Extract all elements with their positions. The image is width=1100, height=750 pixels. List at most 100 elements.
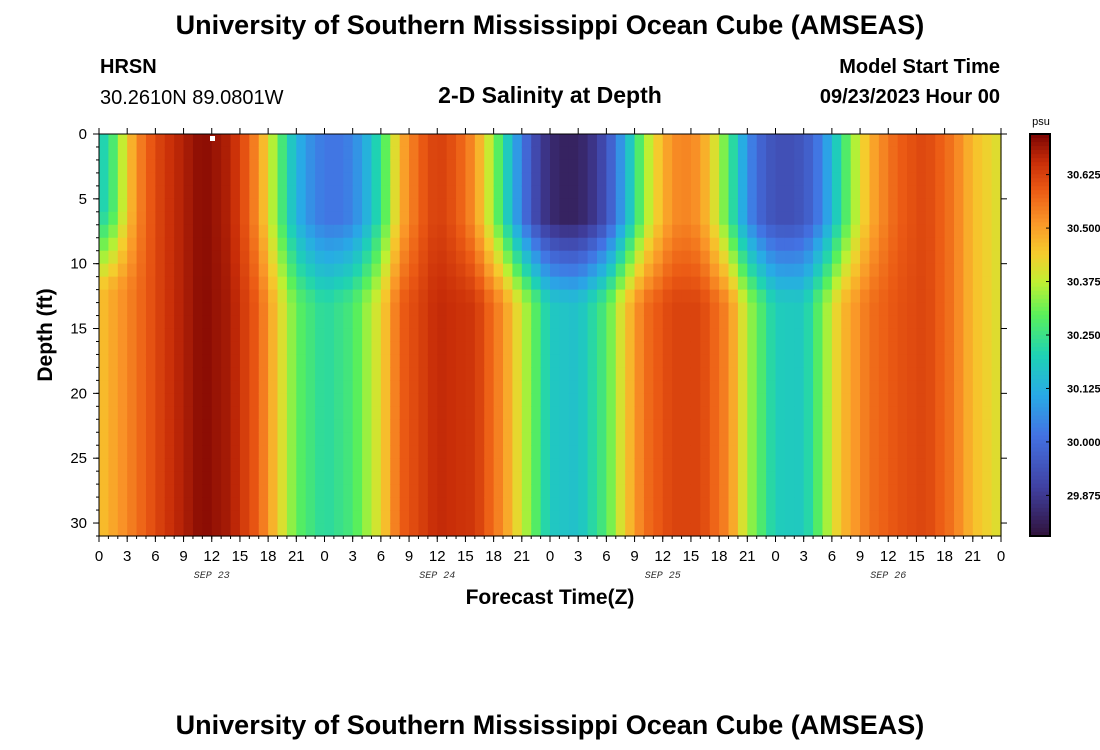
heatmap-cell (907, 302, 918, 317)
heatmap-cell (221, 419, 232, 433)
heatmap-cell (474, 497, 485, 511)
heatmap-cell (343, 367, 354, 381)
heatmap-cell (888, 380, 899, 394)
heatmap-cell (606, 432, 617, 446)
heatmap-cell (512, 185, 523, 200)
heatmap-cell (117, 198, 128, 213)
heatmap-cell (409, 380, 420, 394)
heatmap-cell (409, 419, 420, 433)
heatmap-cell (784, 250, 795, 265)
heatmap-cell (860, 198, 871, 213)
heatmap-cell (841, 367, 852, 381)
heatmap-cell (239, 341, 250, 356)
colorbar-segment (1030, 330, 1050, 336)
heatmap-cell (737, 250, 748, 265)
heatmap-cell (145, 134, 156, 148)
heatmap-cell (991, 185, 1002, 200)
x-tick-label: 9 (856, 548, 864, 565)
heatmap-cell (427, 354, 438, 369)
heatmap-cell (935, 198, 946, 213)
heatmap-cell (474, 276, 485, 291)
heatmap-cell (756, 445, 767, 459)
heatmap-cell (925, 484, 936, 498)
heatmap-cell (540, 380, 551, 394)
heatmap-cell (211, 419, 222, 433)
heatmap-cell (390, 134, 401, 148)
heatmap-cell (484, 250, 495, 265)
heatmap-cell (380, 380, 391, 394)
heatmap-cell (878, 406, 889, 420)
heatmap-cell (268, 198, 279, 213)
heatmap-cell (813, 484, 824, 498)
heatmap-cell (315, 406, 326, 420)
heatmap-cell (230, 328, 241, 343)
heatmap-cell (794, 159, 805, 174)
x-tick-label: 3 (574, 548, 582, 565)
heatmap-cell (963, 263, 974, 278)
heatmap-cell (869, 354, 880, 369)
heatmap-cell (587, 289, 598, 304)
heatmap-cell (446, 445, 457, 459)
heatmap-cell (578, 484, 589, 498)
heatmap-cell (531, 134, 542, 148)
heatmap-cell (418, 134, 429, 148)
heatmap-cell (540, 406, 551, 420)
heatmap-cell (869, 276, 880, 291)
heatmap-cell (117, 523, 128, 537)
heatmap-cell (352, 250, 363, 265)
heatmap-cell (860, 146, 871, 161)
heatmap-cell (991, 328, 1002, 343)
heatmap-cell (681, 302, 692, 317)
heatmap-cell (286, 211, 297, 226)
heatmap-cell (982, 237, 993, 252)
heatmap-cell (230, 471, 241, 485)
heatmap-cell (521, 185, 532, 200)
heatmap-cell (784, 419, 795, 433)
heatmap-cell (315, 497, 326, 511)
heatmap-cell (437, 497, 448, 511)
heatmap-cell (869, 328, 880, 343)
heatmap-cell (418, 380, 429, 394)
heatmap-cell (615, 354, 626, 369)
heatmap-cell (456, 172, 467, 187)
heatmap-cell (935, 471, 946, 485)
heatmap-cell (991, 250, 1002, 265)
heatmap-cell (709, 146, 720, 161)
heatmap-cell (803, 263, 814, 278)
heatmap-cell (747, 250, 758, 265)
heatmap-cell (324, 328, 335, 343)
heatmap-cell (239, 458, 250, 472)
heatmap-cell (324, 172, 335, 187)
heatmap-cell (531, 458, 542, 472)
heatmap-cell (277, 354, 288, 369)
heatmap-cell (155, 523, 166, 537)
heatmap-cell (634, 211, 645, 226)
heatmap-cell (399, 185, 410, 200)
heatmap-cell (719, 458, 730, 472)
heatmap-cell (775, 211, 786, 226)
heatmap-cell (456, 237, 467, 252)
heatmap-cell (700, 263, 711, 278)
heatmap-cell (484, 367, 495, 381)
heatmap-cell (108, 458, 119, 472)
heatmap-cell (803, 497, 814, 511)
heatmap-cell (784, 263, 795, 278)
colorbar-segment (1030, 439, 1050, 445)
colorbar-segment (1030, 258, 1050, 264)
heatmap-cell (221, 237, 232, 252)
heatmap-cell (822, 315, 833, 330)
colorbar-segment (1030, 363, 1050, 368)
heatmap-cell (822, 224, 833, 239)
heatmap-cell (813, 406, 824, 420)
heatmap-cell (117, 367, 128, 381)
heatmap-cell (333, 289, 344, 304)
heatmap-cell (211, 237, 222, 252)
heatmap-cell (653, 458, 664, 472)
heatmap-cell (944, 302, 955, 317)
heatmap-cell (371, 510, 382, 524)
heatmap-cell (136, 484, 147, 498)
heatmap-cell (465, 198, 476, 213)
heatmap-cell (540, 250, 551, 265)
date-label: SEP 23 (194, 571, 230, 582)
heatmap-cell (869, 458, 880, 472)
